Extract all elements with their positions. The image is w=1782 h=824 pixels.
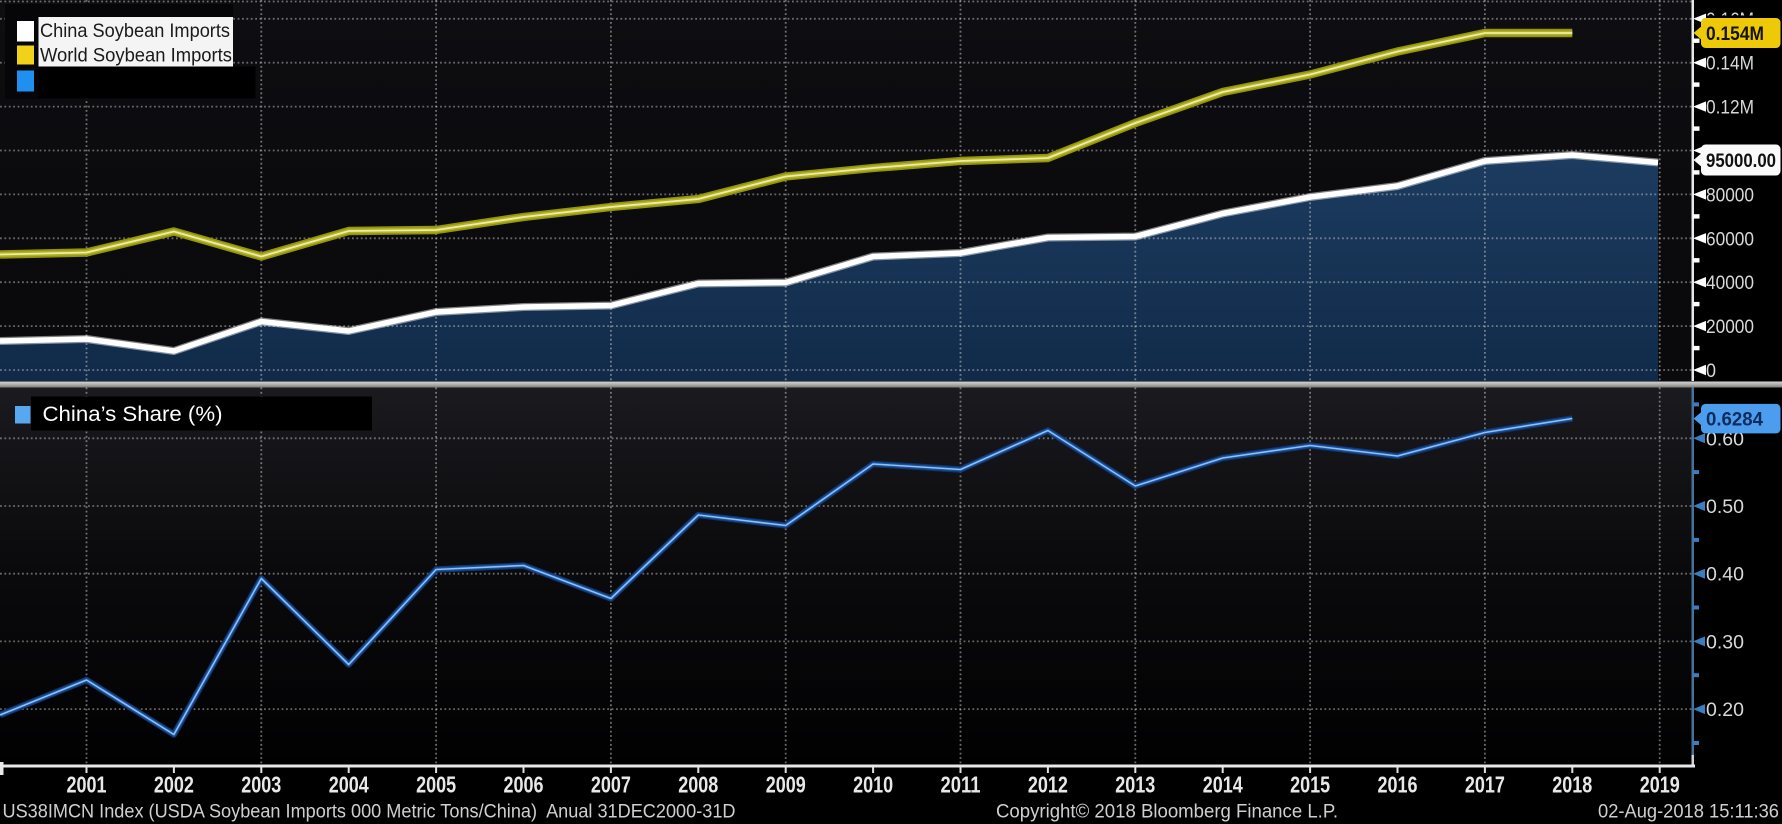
- svg-text:80000: 80000: [1706, 184, 1754, 206]
- svg-text:0.50: 0.50: [1706, 496, 1744, 518]
- svg-text:0: 0: [1706, 360, 1716, 382]
- svg-text:02-Aug-2018 15:11:36: 02-Aug-2018 15:11:36: [1598, 802, 1779, 823]
- svg-text:US38IMCN Index (USDA Soybean I: US38IMCN Index (USDA Soybean Imports 000…: [3, 802, 736, 823]
- svg-text:2017: 2017: [1465, 772, 1505, 798]
- svg-text:2006: 2006: [504, 772, 544, 798]
- svg-text:2001: 2001: [67, 772, 107, 798]
- svg-text:2002: 2002: [154, 772, 194, 798]
- svg-text:2005: 2005: [416, 772, 456, 798]
- svg-text:2012: 2012: [1028, 772, 1068, 798]
- svg-text:0.6284: 0.6284: [1706, 409, 1763, 431]
- svg-text:0.30: 0.30: [1706, 631, 1744, 653]
- svg-text:95000.00: 95000.00: [1706, 150, 1776, 172]
- svg-text:World Soybean Imports: World Soybean Imports: [40, 45, 232, 67]
- svg-text:2008: 2008: [678, 772, 718, 798]
- svg-text:0.60: 0.60: [1706, 428, 1744, 450]
- svg-text:2003: 2003: [241, 772, 281, 798]
- svg-text:0.154M: 0.154M: [1706, 23, 1764, 45]
- svg-text:2004: 2004: [329, 772, 369, 798]
- svg-text:0.16M: 0.16M: [1706, 9, 1754, 31]
- svg-text:2014: 2014: [1203, 772, 1243, 798]
- svg-text:2013: 2013: [1115, 772, 1155, 798]
- svg-text:40000: 40000: [1706, 272, 1754, 294]
- svg-text:2019: 2019: [1640, 772, 1680, 798]
- svg-text:2007: 2007: [591, 772, 631, 798]
- svg-text:2018: 2018: [1552, 772, 1592, 798]
- svg-text:China Soybean Imports: China Soybean Imports: [40, 20, 230, 42]
- svg-text:Copyright© 2018 Bloomberg Fina: Copyright© 2018 Bloomberg Finance L.P.: [996, 802, 1338, 823]
- svg-text:2015: 2015: [1290, 772, 1330, 798]
- svg-text:0.40: 0.40: [1706, 564, 1744, 586]
- svg-text:20000: 20000: [1706, 316, 1754, 338]
- svg-text:2009: 2009: [766, 772, 806, 798]
- svg-text:2016: 2016: [1378, 772, 1418, 798]
- svg-text:0.20: 0.20: [1706, 699, 1744, 721]
- svg-text:China’s Share (%): China’s Share (%): [43, 402, 223, 426]
- svg-text:0.12M: 0.12M: [1706, 97, 1754, 119]
- svg-text:0.14M: 0.14M: [1706, 53, 1754, 75]
- svg-text:2010: 2010: [853, 772, 893, 798]
- svg-text:60000: 60000: [1706, 228, 1754, 250]
- svg-text:2011: 2011: [941, 772, 981, 798]
